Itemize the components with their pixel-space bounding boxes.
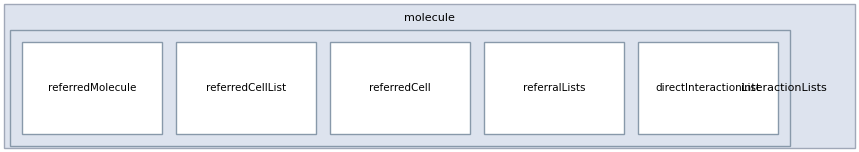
- Bar: [330, 42, 470, 134]
- Text: interactionLists: interactionLists: [741, 83, 827, 93]
- Text: directInteractionList: directInteractionList: [655, 83, 760, 93]
- Bar: [638, 42, 778, 134]
- Text: referredCellList: referredCellList: [206, 83, 286, 93]
- Text: referredCell: referredCell: [369, 83, 431, 93]
- Text: referralLists: referralLists: [523, 83, 585, 93]
- Bar: [10, 30, 790, 146]
- Bar: [22, 42, 162, 134]
- Bar: [484, 42, 624, 134]
- Bar: [176, 42, 316, 134]
- Text: molecule: molecule: [404, 13, 455, 23]
- Text: referredMolecule: referredMolecule: [48, 83, 137, 93]
